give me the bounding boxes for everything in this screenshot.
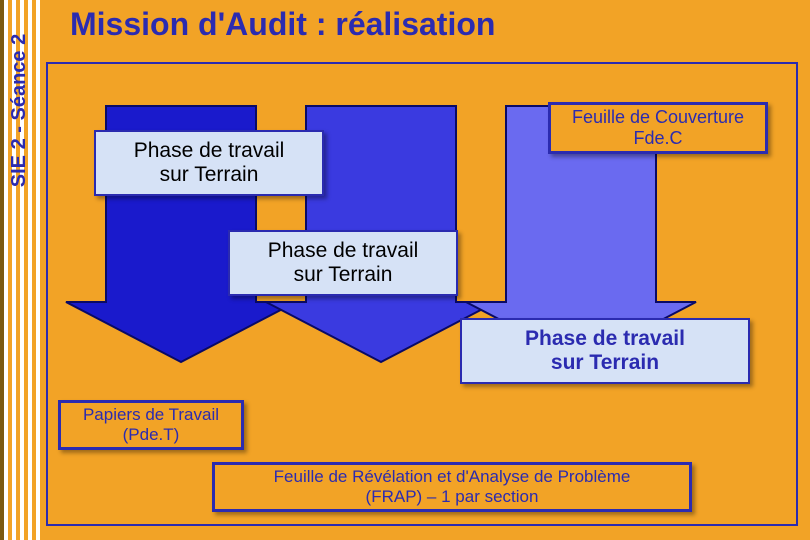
box-phase-2: Phase de travail sur Terrain <box>228 230 458 296</box>
box-feuille-couverture-label: Feuille de Couverture Fde.C <box>555 107 761 149</box>
sidebar-label: SIE 2 - Séance 2 <box>6 10 34 210</box>
box-frap-l1: Feuille de Révélation et d'Analyse de Pr… <box>274 467 631 487</box>
box-feuille-couverture: Feuille de Couverture Fde.C <box>548 102 768 154</box>
box-phase-2-l1: Phase de travail <box>268 239 419 263</box>
sidebar-label-text: SIE 2 - Séance 2 <box>9 33 32 186</box>
box-papiers-l1: Papiers de Travail <box>83 405 219 425</box>
box-phase-2-l2: sur Terrain <box>268 263 419 287</box>
box-phase-3-l2: sur Terrain <box>525 351 685 375</box>
box-phase-3-l1: Phase de travail <box>525 327 685 351</box>
box-phase-1: Phase de travail sur Terrain <box>94 130 324 196</box>
box-frap: Feuille de Révélation et d'Analyse de Pr… <box>212 462 692 512</box>
slide-stage: SIE 2 - Séance 2 Mission d'Audit : réali… <box>0 0 810 540</box>
box-papiers: Papiers de Travail (Pde.T) <box>58 400 244 450</box>
box-phase-1-l2: sur Terrain <box>134 163 285 187</box>
box-frap-l2: (FRAP) – 1 par section <box>274 487 631 507</box>
box-phase-1-l1: Phase de travail <box>134 139 285 163</box>
box-papiers-l2: (Pde.T) <box>83 425 219 445</box>
box-phase-3: Phase de travail sur Terrain <box>460 318 750 384</box>
page-title: Mission d'Audit : réalisation <box>70 6 495 43</box>
